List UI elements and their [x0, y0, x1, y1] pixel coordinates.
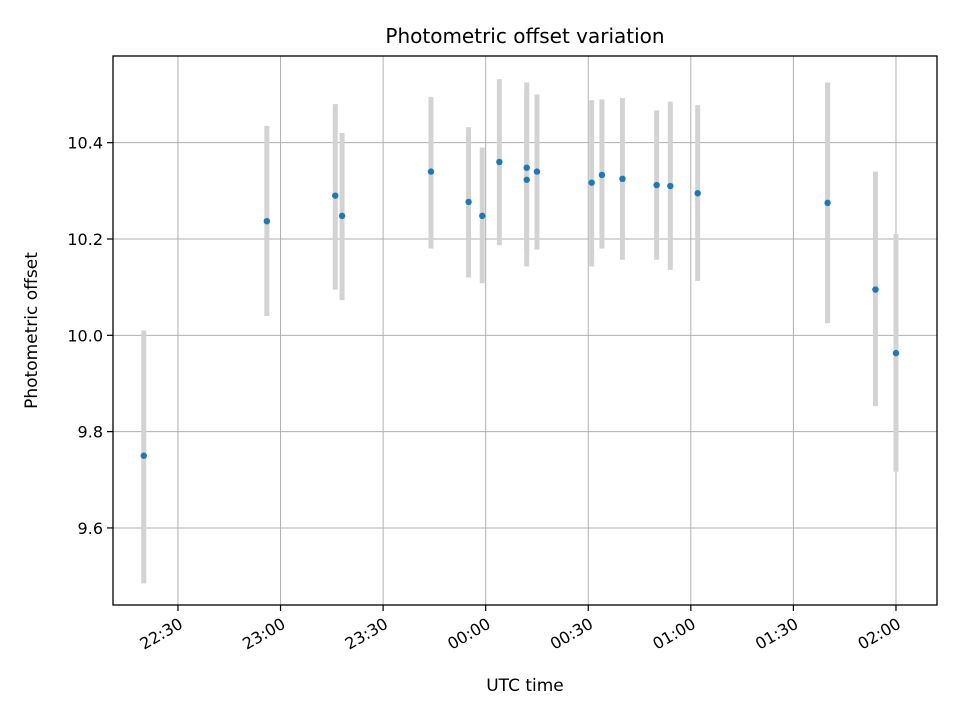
data-point — [465, 198, 472, 206]
x-tick-label: 01:00 — [649, 614, 698, 654]
data-points — [140, 158, 900, 459]
data-point — [332, 192, 339, 199]
chart-title: Photometric offset variation — [385, 24, 664, 48]
x-tick-label: 22:30 — [137, 614, 186, 654]
data-point — [619, 175, 626, 183]
y-axis-ticks: 9.6 9.8 10.0 10.2 10.4 — [67, 134, 113, 538]
data-point — [588, 179, 595, 186]
x-tick-label: 23:00 — [239, 614, 288, 654]
data-point — [427, 168, 435, 175]
y-tick-label: 10.4 — [67, 134, 103, 153]
y-tick-label: 9.6 — [78, 519, 103, 538]
data-point — [667, 182, 674, 190]
x-tick-label: 23:30 — [342, 614, 391, 654]
y-axis-label: Photometric offset — [22, 252, 42, 409]
data-point — [263, 217, 271, 225]
data-point — [598, 171, 606, 179]
data-point — [496, 158, 503, 166]
plot-frame — [112, 55, 938, 606]
x-axis-ticks: 22:30 23:00 23:30 00:00 00:30 01:00 01:30 02:00 — [137, 605, 904, 654]
data-point — [523, 164, 530, 171]
x-tick-label: 02:00 — [855, 614, 904, 654]
data-point — [892, 349, 900, 357]
x-tick-label: 01:30 — [752, 614, 801, 654]
data-point — [872, 286, 879, 293]
data-point — [653, 181, 660, 189]
y-tick-label: 10.0 — [67, 326, 103, 345]
data-point — [140, 452, 147, 459]
x-axis-label: UTC time — [486, 676, 564, 696]
data-point — [824, 199, 831, 207]
data-point — [523, 176, 530, 183]
data-point — [338, 212, 346, 220]
data-point — [694, 190, 701, 197]
y-tick-label: 9.8 — [78, 423, 103, 442]
y-tick-label: 10.2 — [67, 230, 103, 249]
data-point — [533, 168, 541, 175]
errorbars — [141, 79, 899, 584]
data-point — [479, 212, 486, 220]
x-tick-label: 00:30 — [547, 614, 596, 654]
x-tick-label: 00:00 — [444, 614, 493, 654]
